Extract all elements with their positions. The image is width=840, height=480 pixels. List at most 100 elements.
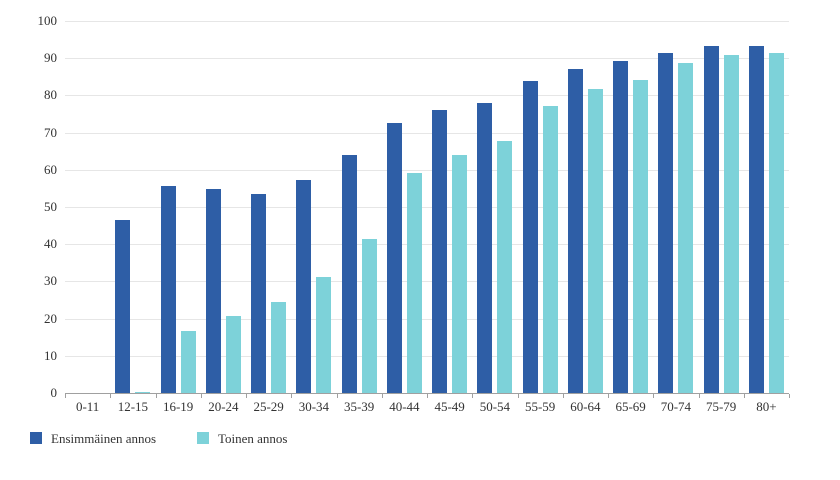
plot-area bbox=[65, 21, 789, 394]
x-axis-tick-mark bbox=[291, 394, 293, 398]
x-tick-label: 65-69 bbox=[615, 399, 646, 414]
x-axis-tick-mark bbox=[65, 394, 66, 398]
bar-second-dose[interactable] bbox=[316, 277, 332, 393]
bar-group bbox=[472, 21, 517, 393]
y-tick-label: 70 bbox=[44, 124, 57, 140]
bar-group bbox=[291, 21, 336, 393]
x-tick-label: 12-15 bbox=[117, 399, 149, 414]
bar-second-dose[interactable] bbox=[497, 140, 513, 393]
x-tick-label: 16-19 bbox=[162, 399, 194, 414]
x-tick-label: 35-39 bbox=[343, 399, 375, 414]
x-axis-tick-mark bbox=[608, 394, 609, 398]
bar-second-dose[interactable] bbox=[678, 63, 694, 393]
x-axis-tick-mark bbox=[200, 394, 202, 398]
y-tick-label: 0 bbox=[50, 385, 58, 400]
y-tick-label: 90 bbox=[44, 50, 57, 66]
x-axis-tick-mark bbox=[155, 394, 157, 398]
legend-label: Ensimmäinen annos bbox=[51, 431, 157, 446]
bar-second-dose[interactable] bbox=[271, 301, 287, 393]
x-tick-label: 70-74 bbox=[660, 399, 692, 414]
bar-group bbox=[156, 21, 201, 393]
bar-second-dose[interactable] bbox=[633, 79, 649, 393]
x-axis-tick-mark bbox=[246, 394, 247, 398]
x-axis-tick-mark bbox=[562, 394, 564, 398]
bar-first-dose[interactable] bbox=[477, 102, 493, 393]
gridline bbox=[65, 58, 789, 60]
x-tick-label: 20-24 bbox=[208, 399, 239, 414]
x-axis-tick-mark bbox=[653, 394, 655, 398]
legend-item-second-dose[interactable]: Toinen annos bbox=[197, 430, 288, 446]
bar-first-dose[interactable] bbox=[341, 154, 357, 393]
bar-first-dose[interactable] bbox=[658, 52, 674, 393]
legend-swatch-icon bbox=[30, 432, 42, 444]
x-tick-label: 30-34 bbox=[298, 399, 330, 414]
bar-first-dose[interactable] bbox=[205, 189, 221, 393]
bar-first-dose[interactable] bbox=[703, 46, 719, 393]
x-tick-label: 40-44 bbox=[389, 399, 420, 414]
y-tick-label: 80 bbox=[44, 87, 57, 103]
gridline bbox=[65, 281, 789, 283]
bar-first-dose[interactable] bbox=[432, 110, 448, 393]
gridline bbox=[65, 169, 789, 171]
x-axis-tick-mark bbox=[336, 394, 338, 398]
gridline bbox=[65, 355, 789, 357]
bar-second-dose[interactable] bbox=[406, 172, 422, 393]
y-tick-label: 100 bbox=[37, 13, 58, 28]
bar-first-dose[interactable] bbox=[296, 179, 312, 393]
legend-swatch-icon bbox=[197, 432, 209, 444]
x-tick-label: 55-59 bbox=[524, 399, 556, 414]
bar-second-dose[interactable] bbox=[361, 239, 377, 393]
bar-first-dose[interactable] bbox=[613, 61, 629, 393]
bar-first-dose[interactable] bbox=[251, 193, 267, 393]
bar-first-dose[interactable] bbox=[522, 81, 538, 393]
bar-second-dose[interactable] bbox=[542, 106, 558, 393]
bar-group bbox=[427, 21, 472, 393]
y-tick-label: 50 bbox=[44, 199, 57, 214]
bar-group bbox=[65, 21, 110, 393]
bar-second-dose[interactable] bbox=[768, 53, 784, 393]
bar-first-dose[interactable] bbox=[567, 69, 583, 393]
gridline bbox=[65, 21, 789, 22]
bar-first-dose[interactable] bbox=[386, 123, 402, 393]
x-axis-tick-mark bbox=[789, 394, 790, 398]
x-axis-tick-mark bbox=[427, 394, 428, 398]
legend-item-first-dose[interactable]: Ensimmäinen annos bbox=[30, 430, 156, 446]
x-axis-tick-mark bbox=[743, 394, 745, 398]
x-axis-tick-mark bbox=[110, 394, 112, 398]
gridline bbox=[65, 318, 789, 320]
bar-second-dose[interactable] bbox=[723, 55, 739, 393]
bar-second-dose[interactable] bbox=[135, 391, 151, 393]
bar-group bbox=[563, 21, 608, 393]
bar-second-dose[interactable] bbox=[452, 154, 468, 393]
y-tick-label: 60 bbox=[44, 161, 57, 177]
bar-group bbox=[382, 21, 427, 393]
gridline bbox=[65, 132, 789, 134]
legend: Ensimmäinen annos Toinen annos bbox=[0, 430, 840, 450]
gridline bbox=[65, 244, 789, 246]
bar-first-dose[interactable] bbox=[160, 185, 176, 393]
bar-second-dose[interactable] bbox=[180, 330, 196, 393]
bar-group bbox=[201, 21, 246, 393]
gridline bbox=[65, 207, 789, 208]
bar-first-dose[interactable] bbox=[748, 45, 764, 393]
bar-group bbox=[246, 21, 291, 393]
x-axis-tick-mark bbox=[698, 394, 700, 398]
bar-group bbox=[699, 21, 744, 393]
bar-group bbox=[653, 21, 698, 393]
x-tick-label: 0-11 bbox=[75, 399, 100, 414]
gridline bbox=[65, 95, 789, 97]
y-tick-label: 10 bbox=[44, 347, 57, 363]
legend-label: Toinen annos bbox=[218, 431, 288, 446]
x-tick-label: 80+ bbox=[756, 399, 777, 414]
bar-first-dose[interactable] bbox=[115, 220, 131, 393]
y-tick-label: 20 bbox=[44, 310, 57, 326]
x-axis-tick-mark bbox=[472, 394, 474, 398]
x-tick-label: 25-29 bbox=[253, 399, 284, 414]
bar-group bbox=[608, 21, 653, 393]
bar-second-dose[interactable] bbox=[587, 88, 603, 393]
x-axis-tick-mark bbox=[517, 394, 519, 398]
x-axis-tick-mark bbox=[381, 394, 383, 398]
x-tick-label: 45-49 bbox=[434, 399, 465, 414]
bar-second-dose[interactable] bbox=[225, 315, 241, 393]
